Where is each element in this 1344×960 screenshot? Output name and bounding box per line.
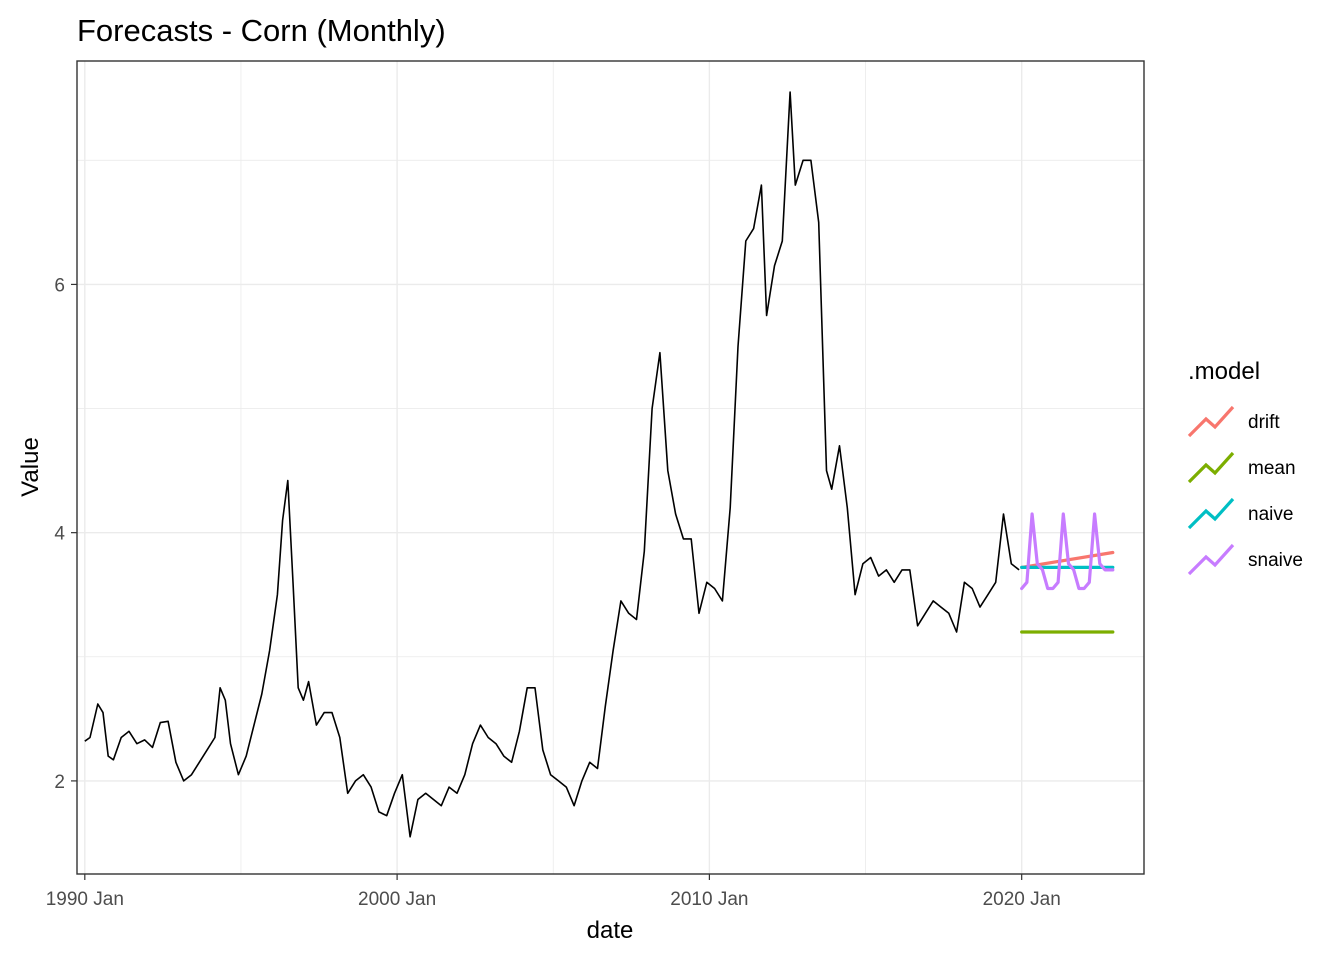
x-tick-label: 2020 Jan [983, 889, 1061, 910]
x-tick-label: 2010 Jan [670, 889, 748, 910]
legend-label-naive: naive [1248, 504, 1293, 525]
legend-label-mean: mean [1248, 458, 1296, 479]
y-tick-label: 6 [54, 275, 65, 296]
legend-label-snaive: snaive [1248, 550, 1303, 571]
axis-ticks: 1990 Jan 2000 Jan 2010 Jan 2020 Jan 2 4 6 [46, 275, 1061, 910]
legend-key-mean [1187, 451, 1235, 484]
plot-panel-border [76, 60, 1145, 875]
legend-title: .model [1188, 358, 1260, 385]
y-tick-label: 2 [54, 772, 65, 793]
y-tick-label: 4 [54, 524, 65, 545]
chart-title: Forecasts - Corn (Monthly) [77, 13, 446, 48]
y-axis-title: Value [17, 437, 44, 497]
legend-label-drift: drift [1248, 412, 1280, 433]
gridlines [77, 61, 1144, 874]
history-line [84, 91, 1020, 838]
x-tick-label: 1990 Jan [46, 889, 124, 910]
x-tick-label: 2000 Jan [358, 889, 436, 910]
legend: .model drift mean naive snaive [1187, 358, 1303, 576]
x-axis-title: date [587, 917, 634, 944]
series-layer [84, 91, 1115, 838]
legend-key-snaive [1187, 543, 1235, 576]
forecast-line-snaive [1020, 512, 1115, 591]
legend-key-drift [1187, 405, 1235, 438]
legend-key-naive [1187, 497, 1235, 530]
